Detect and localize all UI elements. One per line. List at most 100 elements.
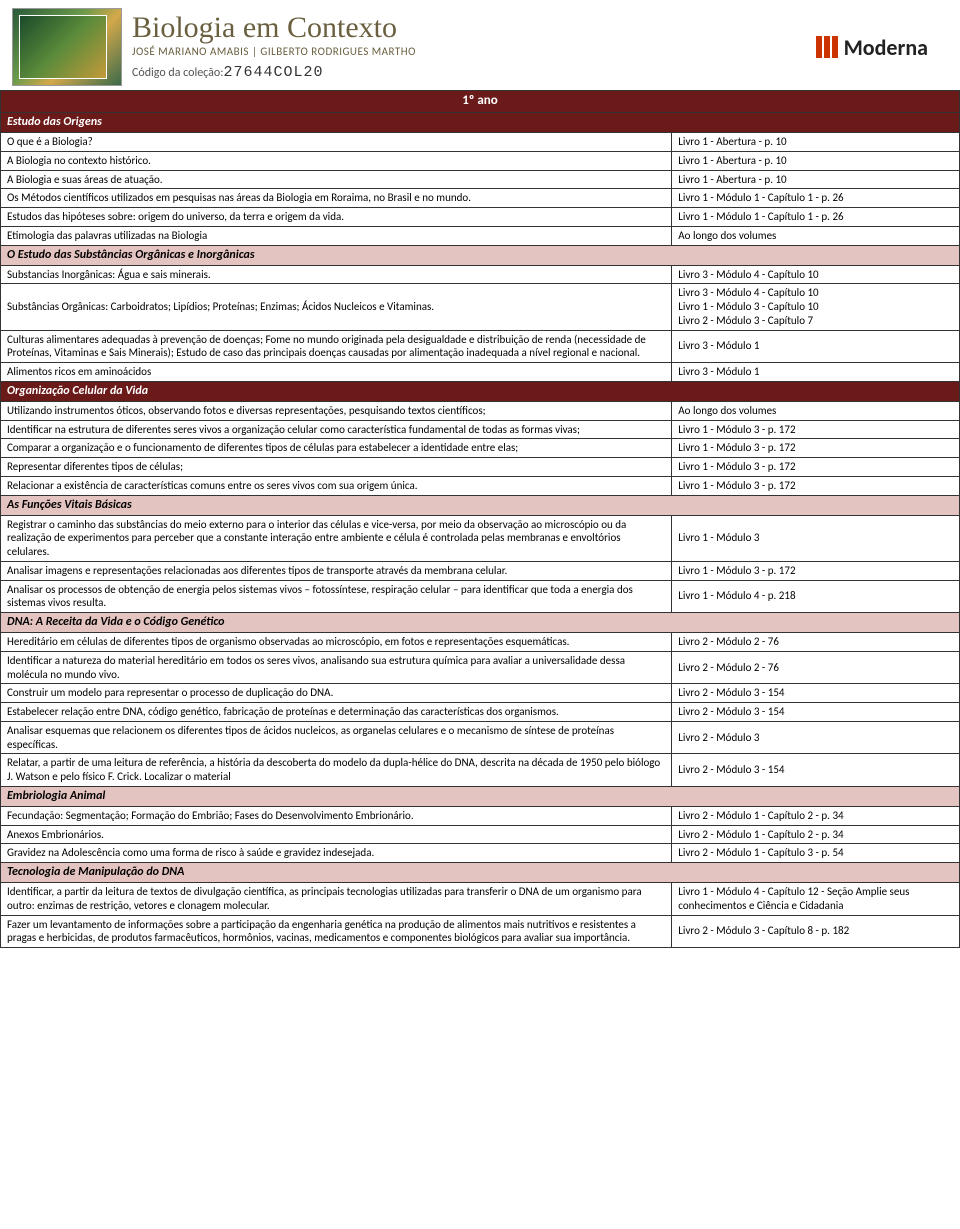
reference-cell: Livro 1 - Módulo 3 - p. 172 xyxy=(672,420,960,439)
topic-cell: Substancias Inorgânicas: Água e sais min… xyxy=(1,265,672,284)
reference-cell: Livro 2 - Módulo 3 - 154 xyxy=(672,684,960,703)
table-row: Identificar, a partir da leitura de text… xyxy=(1,883,960,916)
section-header-row: O Estudo das Substâncias Orgânicas e Ino… xyxy=(1,245,960,265)
table-row: Analisar esquemas que relacionem os dife… xyxy=(1,721,960,754)
section-header-row: As Funções Vitais Básicas xyxy=(1,495,960,515)
topic-cell: Estudos das hipóteses sobre: origem do u… xyxy=(1,208,672,227)
reference-cell: Livro 3 - Módulo 1 xyxy=(672,330,960,363)
topic-cell: Comparar a organização e o funcionamento… xyxy=(1,439,672,458)
codigo-value: 27644COL20 xyxy=(223,64,323,81)
section-title: DNA: A Receita da Vida e o Código Genéti… xyxy=(1,613,960,633)
section-title: Tecnologia de Manipulação do DNA xyxy=(1,863,960,883)
reference-cell: Livro 1 - Módulo 3 - p. 172 xyxy=(672,476,960,495)
table-row: Os Métodos científicos utilizados em pes… xyxy=(1,189,960,208)
section-title: Estudo das Origens xyxy=(1,113,960,133)
reference-cell: Livro 1 - Abertura - p. 10 xyxy=(672,133,960,152)
section-header-row: Embriologia Animal xyxy=(1,786,960,806)
section-title: O Estudo das Substâncias Orgânicas e Ino… xyxy=(1,245,960,265)
section-title: Embriologia Animal xyxy=(1,786,960,806)
table-row: Utilizando instrumentos óticos, observan… xyxy=(1,401,960,420)
reference-cell: Livro 2 - Módulo 3 - 154 xyxy=(672,754,960,787)
year-title: 1º ano xyxy=(1,91,960,113)
reference-cell: Livro 1 - Módulo 4 - Capítulo 12 - Seção… xyxy=(672,883,960,916)
table-row: Hereditário em células de diferentes tip… xyxy=(1,633,960,652)
reference-cell: Livro 1 - Módulo 1 - Capítulo 1 - p. 26 xyxy=(672,208,960,227)
publisher-logo: Moderna xyxy=(816,34,928,61)
topic-cell: Relacionar a existência de característic… xyxy=(1,476,672,495)
reference-cell: Livro 3 - Módulo 1 xyxy=(672,363,960,382)
reference-cell: Livro 1 - Módulo 3 - p. 172 xyxy=(672,439,960,458)
section-header-row: Tecnologia de Manipulação do DNA xyxy=(1,863,960,883)
topic-cell: Identificar a natureza do material hered… xyxy=(1,651,672,684)
curriculum-table: 1º anoEstudo das OrigensO que é a Biolog… xyxy=(0,90,960,948)
table-row: Representar diferentes tipos de células;… xyxy=(1,458,960,477)
table-row: Relatar, a partir de uma leitura de refe… xyxy=(1,754,960,787)
reference-cell: Livro 1 - Abertura - p. 10 xyxy=(672,170,960,189)
codigo-label: Código da coleção: xyxy=(132,66,223,80)
table-row: Analisar os processos de obtenção de ene… xyxy=(1,580,960,613)
book-cover-image xyxy=(12,8,122,86)
topic-cell: O que é a Biologia? xyxy=(1,133,672,152)
reference-cell: Ao longo dos volumes xyxy=(672,401,960,420)
reference-cell: Livro 2 - Módulo 1 - Capítulo 2 - p. 34 xyxy=(672,806,960,825)
collection-title: Biologia em Contexto xyxy=(132,13,806,43)
topic-cell: Alimentos ricos em aminoácidos xyxy=(1,363,672,382)
section-header-row: Organização Celular da Vida xyxy=(1,381,960,401)
topic-cell: Etimologia das palavras utilizadas na Bi… xyxy=(1,226,672,245)
authors: JOSÉ MARIANO AMABIS | GILBERTO RODRIGUES… xyxy=(132,45,806,58)
reference-cell: Livro 2 - Módulo 3 - Capítulo 8 - p. 182 xyxy=(672,915,960,948)
table-row: A Biologia no contexto histórico.Livro 1… xyxy=(1,151,960,170)
table-row: Construir um modelo para representar o p… xyxy=(1,684,960,703)
table-row: Substancias Inorgânicas: Água e sais min… xyxy=(1,265,960,284)
section-header-row: DNA: A Receita da Vida e o Código Genéti… xyxy=(1,613,960,633)
logo-bars-icon xyxy=(816,36,838,58)
reference-cell: Ao longo dos volumes xyxy=(672,226,960,245)
topic-cell: Identificar na estrutura de diferentes s… xyxy=(1,420,672,439)
reference-cell: Livro 1 - Abertura - p. 10 xyxy=(672,151,960,170)
table-row: Fazer um levantamento de informações sob… xyxy=(1,915,960,948)
reference-cell: Livro 1 - Módulo 3 xyxy=(672,515,960,561)
section-title: Organização Celular da Vida xyxy=(1,381,960,401)
table-row: Culturas alimentares adequadas à prevenç… xyxy=(1,330,960,363)
topic-cell: Analisar esquemas que relacionem os dife… xyxy=(1,721,672,754)
topic-cell: Culturas alimentares adequadas à prevenç… xyxy=(1,330,672,363)
topic-cell: Fazer um levantamento de informações sob… xyxy=(1,915,672,948)
reference-cell: Livro 2 - Módulo 3 xyxy=(672,721,960,754)
topic-cell: Analisar os processos de obtenção de ene… xyxy=(1,580,672,613)
table-row: Identificar na estrutura de diferentes s… xyxy=(1,420,960,439)
document-header: Biologia em Contexto JOSÉ MARIANO AMABIS… xyxy=(0,0,960,90)
reference-cell: Livro 2 - Módulo 2 - 76 xyxy=(672,633,960,652)
table-row: Etimologia das palavras utilizadas na Bi… xyxy=(1,226,960,245)
reference-cell: Livro 1 - Módulo 3 - p. 172 xyxy=(672,458,960,477)
table-row: Substâncias Orgânicas: Carboidratos; Lip… xyxy=(1,284,960,330)
title-block: Biologia em Contexto JOSÉ MARIANO AMABIS… xyxy=(132,13,806,81)
table-row: Registrar o caminho das substâncias do m… xyxy=(1,515,960,561)
topic-cell: Anexos Embrionários. xyxy=(1,825,672,844)
table-row: Fecundação: Segmentação; Formação do Emb… xyxy=(1,806,960,825)
table-row: A Biologia e suas áreas de atuação.Livro… xyxy=(1,170,960,189)
reference-cell: Livro 3 - Módulo 4 - Capítulo 10 xyxy=(672,265,960,284)
topic-cell: Analisar imagens e representações relaci… xyxy=(1,561,672,580)
table-row: Identificar a natureza do material hered… xyxy=(1,651,960,684)
topic-cell: Hereditário em células de diferentes tip… xyxy=(1,633,672,652)
table-row: Anexos Embrionários.Livro 2 - Módulo 1 -… xyxy=(1,825,960,844)
topic-cell: Identificar, a partir da leitura de text… xyxy=(1,883,672,916)
table-row: Alimentos ricos em aminoácidosLivro 3 - … xyxy=(1,363,960,382)
reference-cell: Livro 2 - Módulo 2 - 76 xyxy=(672,651,960,684)
year-header-row: 1º ano xyxy=(1,91,960,113)
reference-cell: Livro 2 - Módulo 1 - Capítulo 3 - p. 54 xyxy=(672,844,960,863)
section-header-row: Estudo das Origens xyxy=(1,113,960,133)
topic-cell: Fecundação: Segmentação; Formação do Emb… xyxy=(1,806,672,825)
reference-cell: Livro 1 - Módulo 1 - Capítulo 1 - p. 26 xyxy=(672,189,960,208)
section-title: As Funções Vitais Básicas xyxy=(1,495,960,515)
table-row: Estabelecer relação entre DNA, código ge… xyxy=(1,703,960,722)
topic-cell: Relatar, a partir de uma leitura de refe… xyxy=(1,754,672,787)
table-row: Estudos das hipóteses sobre: origem do u… xyxy=(1,208,960,227)
table-row: Relacionar a existência de característic… xyxy=(1,476,960,495)
table-row: Gravidez na Adolescência como uma forma … xyxy=(1,844,960,863)
publisher-name: Moderna xyxy=(844,34,928,61)
topic-cell: Utilizando instrumentos óticos, observan… xyxy=(1,401,672,420)
reference-cell: Livro 2 - Módulo 1 - Capítulo 2 - p. 34 xyxy=(672,825,960,844)
topic-cell: Representar diferentes tipos de células; xyxy=(1,458,672,477)
topic-cell: Estabelecer relação entre DNA, código ge… xyxy=(1,703,672,722)
